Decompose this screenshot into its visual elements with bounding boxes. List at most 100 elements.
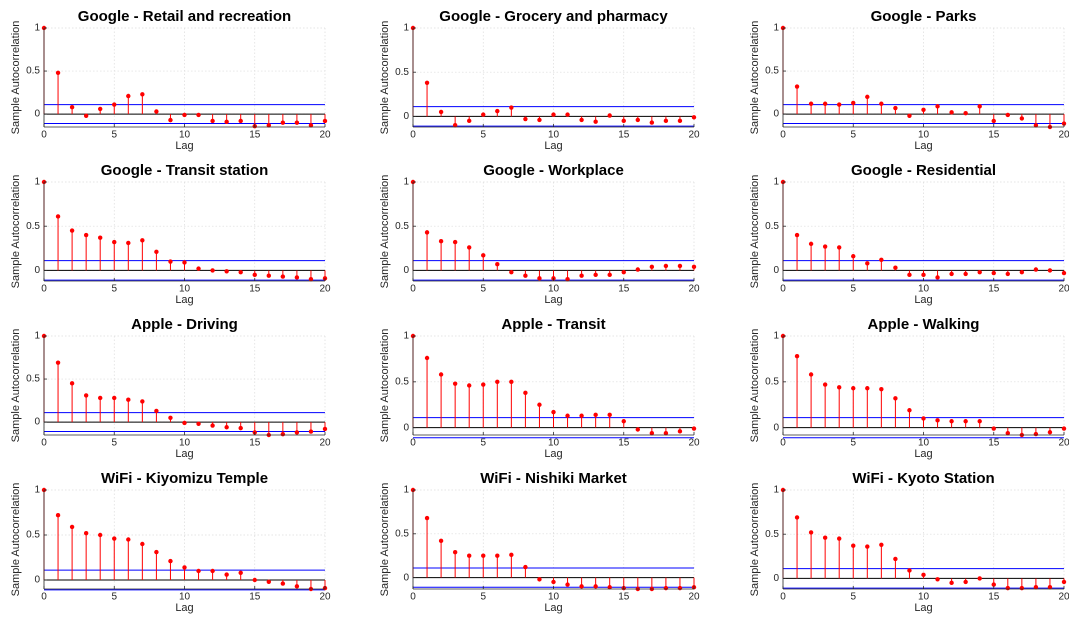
stem-marker (238, 570, 243, 575)
x-tick-label: 5 (111, 438, 117, 449)
x-tick-label: 10 (918, 130, 930, 141)
stem-marker (949, 271, 954, 277)
stem-marker (808, 101, 814, 106)
stem-marker (635, 427, 640, 432)
stem-marker (851, 543, 856, 548)
stem-marker (523, 116, 528, 122)
stem-marker (991, 426, 996, 431)
stem-marker (438, 109, 444, 115)
stem-marker (495, 262, 500, 267)
stem-marker (98, 235, 103, 240)
x-axis-label: Lag (914, 294, 932, 306)
stem-marker (565, 582, 570, 587)
stem-marker (1033, 267, 1039, 272)
stem-marker (1061, 579, 1067, 585)
stem-marker (424, 230, 430, 235)
x-tick-label: 0 (410, 284, 416, 295)
stem-marker (691, 264, 697, 270)
stem-marker (1033, 431, 1039, 437)
stem-marker (808, 241, 814, 247)
stem-marker (266, 273, 271, 278)
y-tick-label: 0 (34, 109, 40, 120)
stem-marker (55, 214, 61, 219)
stem-marker (565, 277, 570, 282)
x-tick-label: 10 (918, 284, 930, 295)
stem-marker (677, 118, 683, 124)
x-tick-label: 10 (918, 592, 930, 603)
chart-title: WiFi - Kiyomizu Temple (101, 470, 268, 487)
y-tick-label: 0.5 (765, 376, 779, 387)
stem-marker (210, 118, 215, 124)
stem-marker (663, 430, 669, 436)
x-axis-label: Lag (914, 602, 932, 614)
stem-marker (294, 275, 300, 280)
stem-marker (865, 544, 870, 549)
stem-marker (424, 515, 430, 521)
stem-marker (1033, 585, 1039, 590)
y-axis-label: Sample Autocorrelation (10, 329, 22, 443)
x-axis-label: Lag (544, 294, 562, 306)
y-tick-label: 1 (34, 23, 40, 34)
stem-marker (294, 120, 300, 125)
stem-marker (55, 513, 61, 518)
y-tick-label: 0.5 (395, 221, 409, 232)
y-tick-label: 0 (403, 422, 409, 433)
stem-marker (83, 113, 89, 119)
stem-marker (509, 552, 514, 558)
y-tick-label: 1 (34, 485, 40, 496)
stem-marker (294, 430, 300, 435)
x-tick-label: 0 (410, 592, 416, 603)
stem-marker (822, 101, 828, 106)
stem-marker (140, 238, 145, 243)
chart-title: Google - Transit station (101, 162, 269, 179)
x-axis-label: Lag (175, 140, 193, 152)
x-axis-label: Lag (175, 602, 193, 614)
stem-marker (83, 393, 89, 398)
stem-marker (565, 112, 570, 117)
stem-marker (98, 395, 103, 401)
stem-marker (935, 577, 940, 582)
stem-marker (691, 426, 697, 431)
stem-marker (893, 265, 898, 270)
x-tick-label: 5 (480, 592, 486, 603)
y-axis-label: Sample Autocorrelation (749, 21, 761, 135)
stem-marker (294, 584, 300, 589)
y-tick-label: 1 (773, 485, 779, 496)
stem-marker (210, 423, 215, 428)
stem-marker (1061, 270, 1067, 276)
stem-marker (579, 273, 584, 278)
y-axis-label: Sample Autocorrelation (749, 483, 761, 597)
x-tick-label: 10 (179, 130, 191, 141)
x-tick-label: 20 (688, 284, 700, 295)
stem-marker (224, 269, 229, 274)
stem-marker (1033, 123, 1039, 128)
y-axis-label: Sample Autocorrelation (749, 329, 761, 443)
y-tick-label: 0 (773, 573, 779, 584)
stem-marker (467, 118, 472, 124)
y-tick-label: 0 (773, 422, 779, 433)
stem-marker (182, 260, 187, 265)
x-tick-label: 5 (850, 284, 856, 295)
x-tick-label: 20 (319, 130, 331, 141)
stem-marker (794, 353, 800, 359)
x-tick-label: 0 (780, 284, 786, 295)
stem-marker (907, 408, 912, 413)
stem-marker (991, 118, 996, 124)
stem-marker (977, 104, 982, 109)
stem-marker (69, 228, 75, 233)
stem-marker (893, 396, 898, 401)
stem-marker (424, 80, 430, 86)
stem-marker (55, 360, 61, 365)
x-tick-label: 5 (480, 284, 486, 295)
y-tick-label: 1 (34, 177, 40, 188)
stem-marker (1061, 121, 1067, 126)
stem-marker (481, 382, 486, 387)
stem-marker (1005, 585, 1010, 591)
y-tick-label: 1 (403, 331, 409, 342)
stem-marker (879, 542, 884, 548)
stem-marker (865, 94, 870, 100)
stem-marker (907, 272, 912, 278)
x-tick-label: 0 (780, 438, 786, 449)
stem-marker (509, 269, 514, 275)
stem-marker (238, 269, 243, 275)
